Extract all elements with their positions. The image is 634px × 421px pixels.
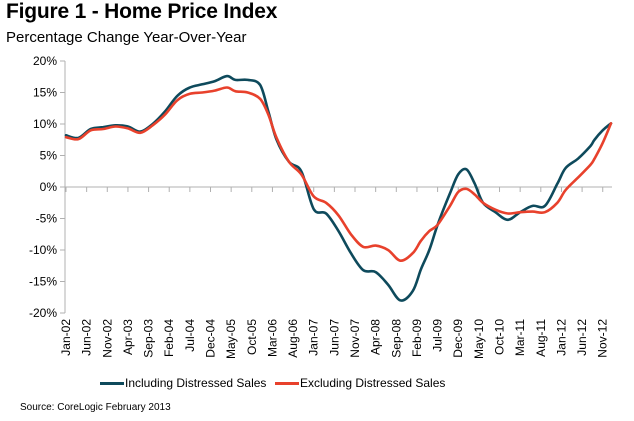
x-tick-label: Oct-05 — [245, 319, 259, 355]
x-tick-label: Jan-12 — [554, 319, 568, 356]
x-tick-label: Jan-02 — [59, 319, 73, 356]
x-tick-label: Nov-02 — [100, 319, 114, 358]
legend-swatch-excluding — [275, 381, 299, 385]
series-lines — [64, 74, 613, 302]
x-tick-label: Nov-12 — [596, 319, 610, 358]
y-tick-label: -15% — [29, 275, 57, 289]
y-tick-label: 20% — [33, 54, 57, 68]
x-tick-label: Jul-09 — [431, 319, 445, 352]
legend-item-excluding: Excluding Distressed Sales — [275, 376, 445, 390]
x-tick-label: Feb-04 — [162, 319, 176, 357]
y-tick-label: 0% — [40, 180, 58, 194]
y-tick-label: 5% — [40, 149, 58, 163]
x-tick-label: Mar-06 — [265, 319, 279, 357]
series-line-excluding-distressed — [64, 86, 613, 263]
x-tick-label: Jun-07 — [327, 319, 341, 356]
y-tick-label: -10% — [29, 243, 57, 257]
x-tick-label: Sep-03 — [142, 319, 156, 358]
x-tick-label: Apr-03 — [121, 319, 135, 355]
x-tick-label: Sep-08 — [389, 319, 403, 358]
x-tick-label: Aug-11 — [534, 319, 548, 357]
x-tick-label: Jul-04 — [183, 319, 197, 352]
x-axis: Jan-02 Jun-02 Nov-02 Apr-03 Sep-03 Feb-04 Jul-… — [59, 186, 612, 359]
chart-subtitle: Percentage Change Year-Over-Year — [6, 29, 247, 46]
x-tick-label: Jun-12 — [575, 319, 589, 356]
y-axis: 20% 15% 10% 5% 0% -5% -10% -15% -20% — [29, 54, 66, 320]
legend-label-excluding: Excluding Distressed Sales — [300, 376, 446, 390]
x-tick-label: Mar-11 — [513, 319, 527, 356]
x-tick-label: Feb-09 — [410, 319, 424, 357]
y-tick-label: 10% — [33, 117, 57, 131]
legend-label-including: Including Distressed Sales — [125, 376, 267, 390]
x-tick-label: Jun-02 — [80, 319, 94, 356]
legend-item-including: Including Distressed Sales — [100, 376, 266, 390]
y-tick-label: 15% — [33, 86, 57, 100]
x-tick-label: May-10 — [472, 319, 486, 359]
source-note: Source: CoreLogic February 2013 — [20, 402, 171, 413]
chart-title: Figure 1 - Home Price Index — [6, 0, 278, 23]
x-tick-label: Nov-07 — [348, 319, 362, 358]
x-tick-label: Oct-10 — [493, 319, 507, 355]
x-tick-label: Jan-07 — [307, 319, 321, 356]
series-line-including-distressed — [64, 74, 613, 302]
x-tick-label: Apr-08 — [369, 319, 383, 355]
legend-swatch-including — [100, 381, 124, 385]
x-tick-label: Aug-06 — [286, 319, 300, 358]
y-tick-label: -20% — [29, 306, 57, 320]
x-tick-label: Dec-09 — [451, 319, 465, 358]
x-tick-label: Dec-04 — [204, 319, 218, 358]
x-tick-label: May-05 — [224, 319, 238, 359]
y-tick-label: -5% — [36, 212, 58, 226]
